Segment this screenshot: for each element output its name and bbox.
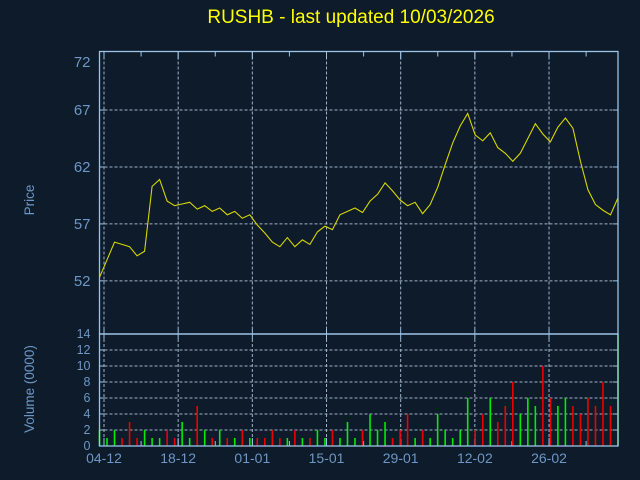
svg-text:4: 4 bbox=[84, 407, 91, 421]
svg-text:12-02: 12-02 bbox=[457, 450, 493, 466]
svg-text:18-12: 18-12 bbox=[160, 450, 196, 466]
svg-text:8: 8 bbox=[84, 375, 91, 389]
svg-text:RUSHB - last updated 10/03/202: RUSHB - last updated 10/03/2026 bbox=[207, 7, 494, 28]
svg-text:62: 62 bbox=[74, 159, 91, 176]
svg-text:15-01: 15-01 bbox=[309, 450, 345, 466]
svg-text:67: 67 bbox=[74, 102, 91, 119]
svg-text:2: 2 bbox=[84, 423, 91, 437]
svg-text:Volume (0000): Volume (0000) bbox=[22, 345, 37, 433]
svg-text:29-01: 29-01 bbox=[383, 450, 419, 466]
svg-text:10: 10 bbox=[77, 359, 91, 373]
svg-text:57: 57 bbox=[74, 216, 91, 233]
svg-text:12: 12 bbox=[77, 343, 91, 357]
svg-text:04-12: 04-12 bbox=[86, 450, 122, 466]
svg-text:Price: Price bbox=[22, 185, 37, 216]
svg-text:6: 6 bbox=[84, 391, 91, 405]
svg-text:52: 52 bbox=[74, 273, 91, 290]
svg-text:14: 14 bbox=[77, 327, 91, 341]
svg-text:01-01: 01-01 bbox=[234, 450, 270, 466]
svg-text:72: 72 bbox=[74, 54, 91, 71]
svg-text:26-02: 26-02 bbox=[531, 450, 567, 466]
